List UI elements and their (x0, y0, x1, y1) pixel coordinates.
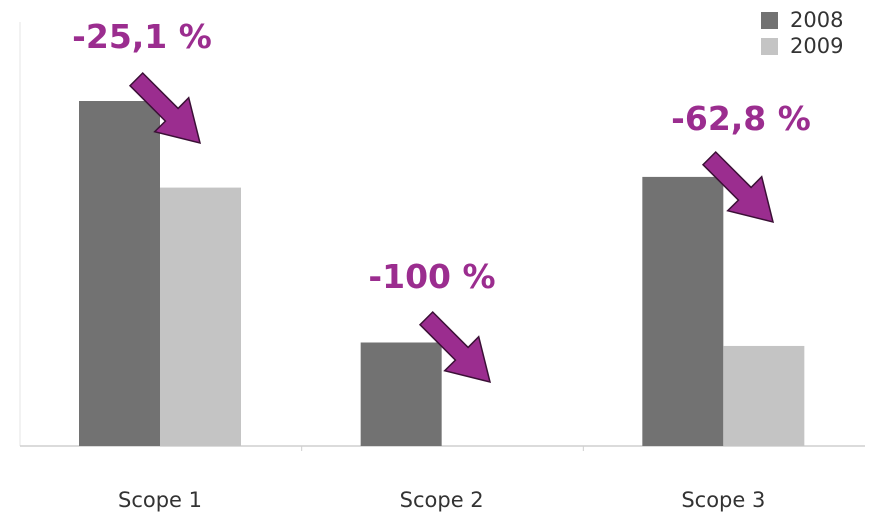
bar-2008-scope-1 (79, 101, 160, 446)
bar-layer (79, 101, 805, 446)
arrow-down-right-icon (128, 71, 202, 145)
arrow-down-right-icon (701, 150, 775, 224)
x-tick-label: Scope 1 (118, 488, 202, 512)
legend-label-2008: 2008 (790, 8, 843, 32)
tick-label-layer: Scope 1 Scope 2 Scope 3 (118, 488, 765, 512)
legend-swatch-2008 (761, 12, 778, 29)
bar-2009-scope-1 (160, 187, 241, 446)
arrow-down-right-icon (418, 310, 492, 384)
legend-swatch-2009 (761, 38, 778, 55)
percent-change-label: -62,8 % (671, 99, 811, 138)
bar-2009-scope-3 (723, 345, 805, 446)
bar-2008-scope-2 (360, 342, 442, 446)
x-tick-label: Scope 2 (400, 488, 484, 512)
bar-2008-scope-3 (642, 176, 724, 446)
percent-change-label: -100 % (368, 257, 495, 296)
percent-change-label: -25,1 % (72, 17, 212, 56)
x-tick-label: Scope 3 (681, 488, 765, 512)
legend-label-2009: 2009 (790, 34, 843, 58)
annotation-layer: -25,1 % -100 % -62,8 % (72, 17, 811, 384)
